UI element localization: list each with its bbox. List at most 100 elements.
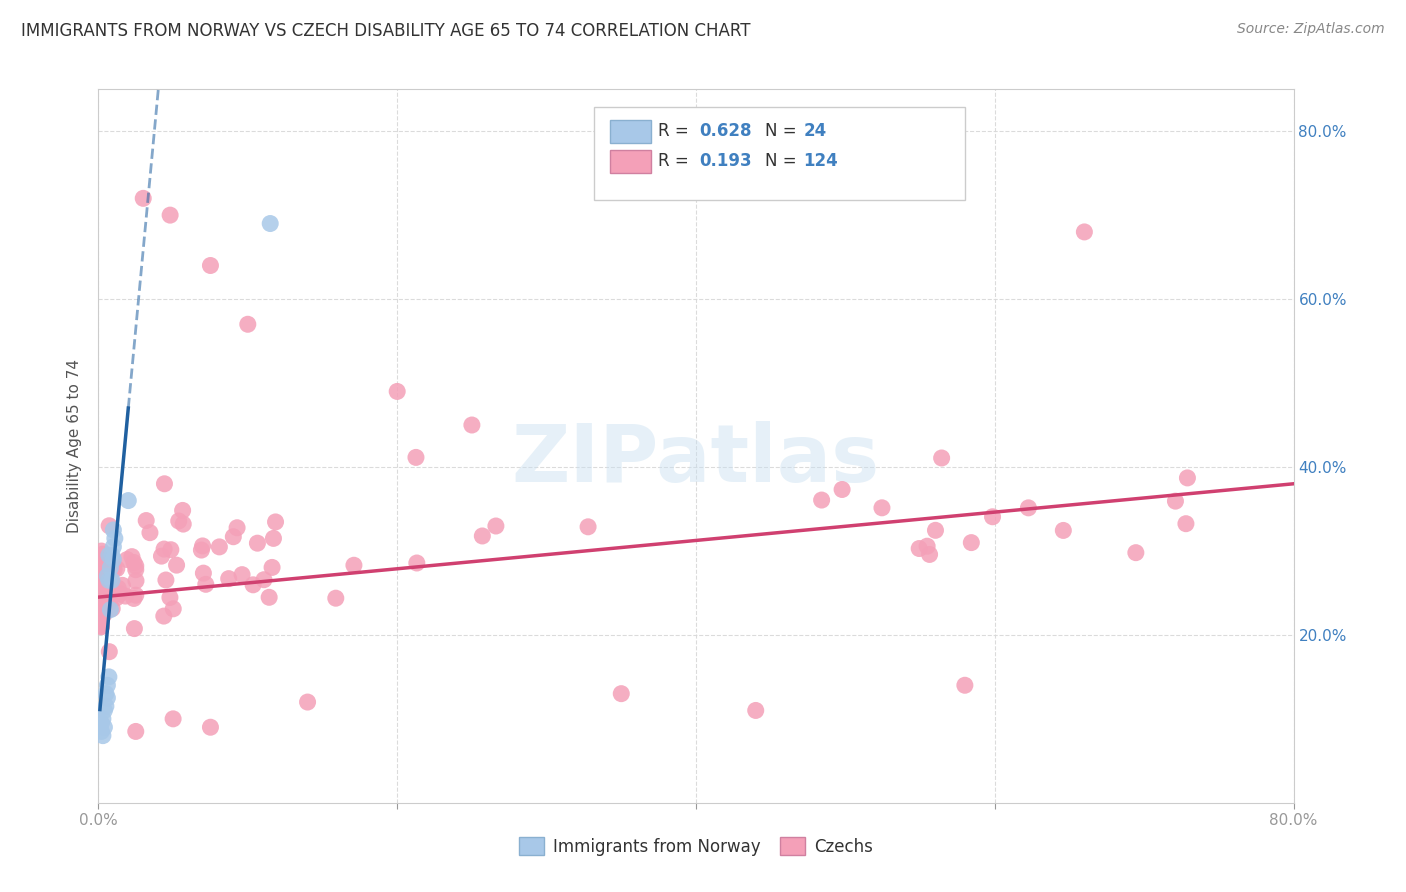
Point bbox=[135, 514, 157, 528]
Point bbox=[90, 574, 112, 589]
Point bbox=[98, 560, 121, 574]
Point bbox=[93, 703, 115, 717]
Point bbox=[103, 540, 125, 554]
Point bbox=[103, 552, 125, 566]
Point bbox=[98, 567, 121, 582]
Point bbox=[485, 519, 508, 533]
Text: ZIPatlas: ZIPatlas bbox=[512, 421, 880, 500]
Point bbox=[263, 532, 285, 546]
Point bbox=[91, 604, 114, 618]
Point bbox=[924, 524, 946, 538]
Text: IMMIGRANTS FROM NORWAY VS CZECH DISABILITY AGE 65 TO 74 CORRELATION CHART: IMMIGRANTS FROM NORWAY VS CZECH DISABILI… bbox=[21, 22, 751, 40]
Point bbox=[98, 560, 122, 574]
Point bbox=[97, 548, 120, 562]
Point bbox=[93, 583, 115, 598]
Point bbox=[101, 574, 124, 588]
Point bbox=[96, 573, 118, 587]
Point bbox=[94, 699, 117, 714]
Point bbox=[97, 574, 120, 588]
Point bbox=[155, 573, 177, 587]
Point bbox=[105, 562, 128, 576]
Point bbox=[1073, 225, 1095, 239]
Text: Source: ZipAtlas.com: Source: ZipAtlas.com bbox=[1237, 22, 1385, 37]
Point bbox=[91, 575, 114, 590]
Point bbox=[98, 518, 121, 533]
Point bbox=[218, 572, 240, 586]
Point bbox=[172, 517, 194, 532]
Point bbox=[90, 620, 112, 634]
Point bbox=[115, 552, 138, 566]
Point bbox=[1177, 471, 1199, 485]
Point bbox=[122, 591, 145, 606]
Point bbox=[191, 539, 214, 553]
Point bbox=[91, 607, 114, 622]
Point bbox=[125, 588, 148, 602]
Point bbox=[200, 259, 222, 273]
Point bbox=[98, 603, 122, 617]
Point bbox=[117, 493, 139, 508]
Point bbox=[125, 724, 148, 739]
Point bbox=[918, 548, 941, 562]
Point bbox=[405, 450, 427, 465]
Point bbox=[90, 583, 112, 598]
Point bbox=[159, 591, 181, 605]
Point bbox=[101, 601, 124, 615]
Point bbox=[96, 577, 118, 591]
Point bbox=[981, 509, 1004, 524]
Point bbox=[90, 605, 112, 619]
Point bbox=[122, 556, 145, 570]
Point bbox=[166, 558, 188, 573]
Point bbox=[103, 523, 125, 537]
Point bbox=[100, 574, 122, 588]
Point bbox=[94, 687, 117, 701]
Point bbox=[152, 609, 174, 624]
Point bbox=[960, 535, 983, 549]
Point bbox=[90, 724, 112, 739]
Point bbox=[231, 567, 253, 582]
Point bbox=[90, 554, 112, 568]
Text: N =: N = bbox=[765, 122, 803, 140]
Point bbox=[172, 503, 194, 517]
Point bbox=[91, 712, 114, 726]
Point bbox=[90, 587, 112, 601]
Point bbox=[253, 573, 276, 587]
Point bbox=[870, 500, 893, 515]
Y-axis label: Disability Age 65 to 74: Disability Age 65 to 74 bbox=[67, 359, 83, 533]
Point bbox=[576, 520, 599, 534]
Point bbox=[167, 514, 190, 528]
Point bbox=[90, 544, 112, 558]
Point bbox=[90, 619, 112, 633]
Text: 24: 24 bbox=[804, 122, 827, 140]
Point bbox=[222, 530, 245, 544]
Point bbox=[90, 617, 112, 632]
Point bbox=[91, 586, 114, 600]
Point bbox=[101, 548, 124, 562]
Point bbox=[125, 563, 148, 577]
Point bbox=[745, 703, 768, 717]
Point bbox=[98, 595, 121, 609]
Point bbox=[153, 542, 176, 557]
Point bbox=[96, 569, 118, 583]
Point bbox=[93, 607, 115, 621]
Point bbox=[96, 678, 118, 692]
Point bbox=[810, 493, 832, 508]
Point bbox=[150, 549, 173, 563]
Point bbox=[162, 712, 184, 726]
Point bbox=[90, 559, 112, 574]
Point bbox=[385, 384, 409, 399]
Point bbox=[91, 547, 114, 561]
Point bbox=[94, 552, 117, 566]
Point bbox=[471, 529, 494, 543]
Text: R =: R = bbox=[658, 153, 693, 170]
Point bbox=[1017, 500, 1039, 515]
Point bbox=[160, 542, 183, 557]
Point bbox=[153, 476, 176, 491]
Point bbox=[91, 729, 114, 743]
Point bbox=[831, 483, 853, 497]
Point bbox=[132, 191, 155, 205]
Point bbox=[96, 592, 118, 607]
Point bbox=[264, 515, 287, 529]
Point bbox=[242, 578, 264, 592]
Point bbox=[97, 670, 120, 684]
Point bbox=[236, 318, 259, 332]
